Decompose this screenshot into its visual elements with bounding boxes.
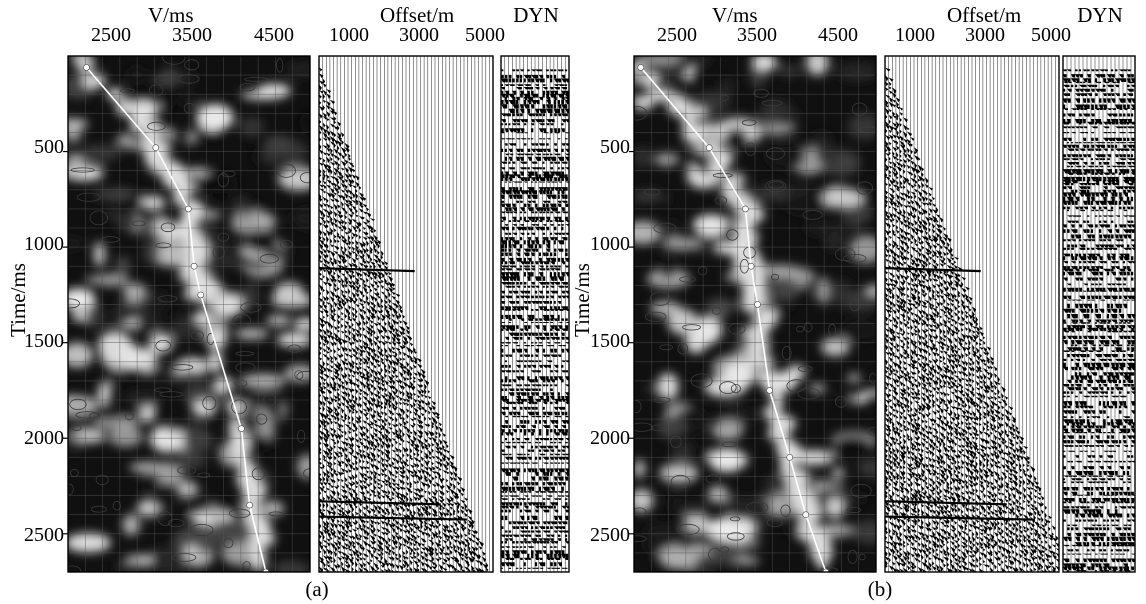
offset-tick-b-3000: 3000 <box>965 24 1005 46</box>
dyn-label-b: DYN <box>1077 3 1123 27</box>
time-tick-b-2000: 2000 <box>590 427 630 449</box>
vel-tick-a-3500: 3500 <box>172 24 212 46</box>
vel-tick-b-4500: 4500 <box>818 24 858 46</box>
time-label-b: Time/ms <box>570 263 594 337</box>
dyn-label-a: DYN <box>513 3 559 27</box>
vel-tick-b-3500: 3500 <box>737 24 777 46</box>
vel-tick-a-2500: 2500 <box>91 24 131 46</box>
time-tick-a-1500: 1500 <box>24 330 64 352</box>
offset-tick-b-5000: 5000 <box>1031 24 1071 46</box>
caption-a: (a) <box>305 577 328 601</box>
time-tick-b-1000: 1000 <box>590 233 630 255</box>
offset-tick-a-1000: 1000 <box>329 24 369 46</box>
offset-label-a: Offset/m <box>380 3 454 27</box>
time-tick-a-2500: 2500 <box>24 524 64 546</box>
time-tick-a-500: 500 <box>34 136 64 158</box>
caption-b: (b) <box>868 577 893 601</box>
vel-tick-a-4500: 4500 <box>254 24 294 46</box>
time-tick-b-1500: 1500 <box>590 330 630 352</box>
time-label-a: Time/ms <box>6 263 30 337</box>
offset-label-b: Offset/m <box>947 3 1021 27</box>
time-tick-b-500: 500 <box>600 136 630 158</box>
time-tick-a-2000: 2000 <box>24 427 64 449</box>
panel-a: V/ms 2500 3500 4500 Offset/m 1000 3000 5… <box>6 3 570 601</box>
vel-tick-b-2500: 2500 <box>657 24 697 46</box>
time-tick-b-2500: 2500 <box>590 524 630 546</box>
offset-tick-a-3000: 3000 <box>399 24 439 46</box>
time-tick-a-1000: 1000 <box>24 233 64 255</box>
vel-label-a: V/ms <box>148 3 194 27</box>
vel-label-b: V/ms <box>712 3 758 27</box>
offset-tick-a-5000: 5000 <box>465 24 505 46</box>
offset-tick-b-1000: 1000 <box>895 24 935 46</box>
panel-b: V/ms 2500 3500 4500 Offset/m 1000 3000 5… <box>570 3 1136 601</box>
